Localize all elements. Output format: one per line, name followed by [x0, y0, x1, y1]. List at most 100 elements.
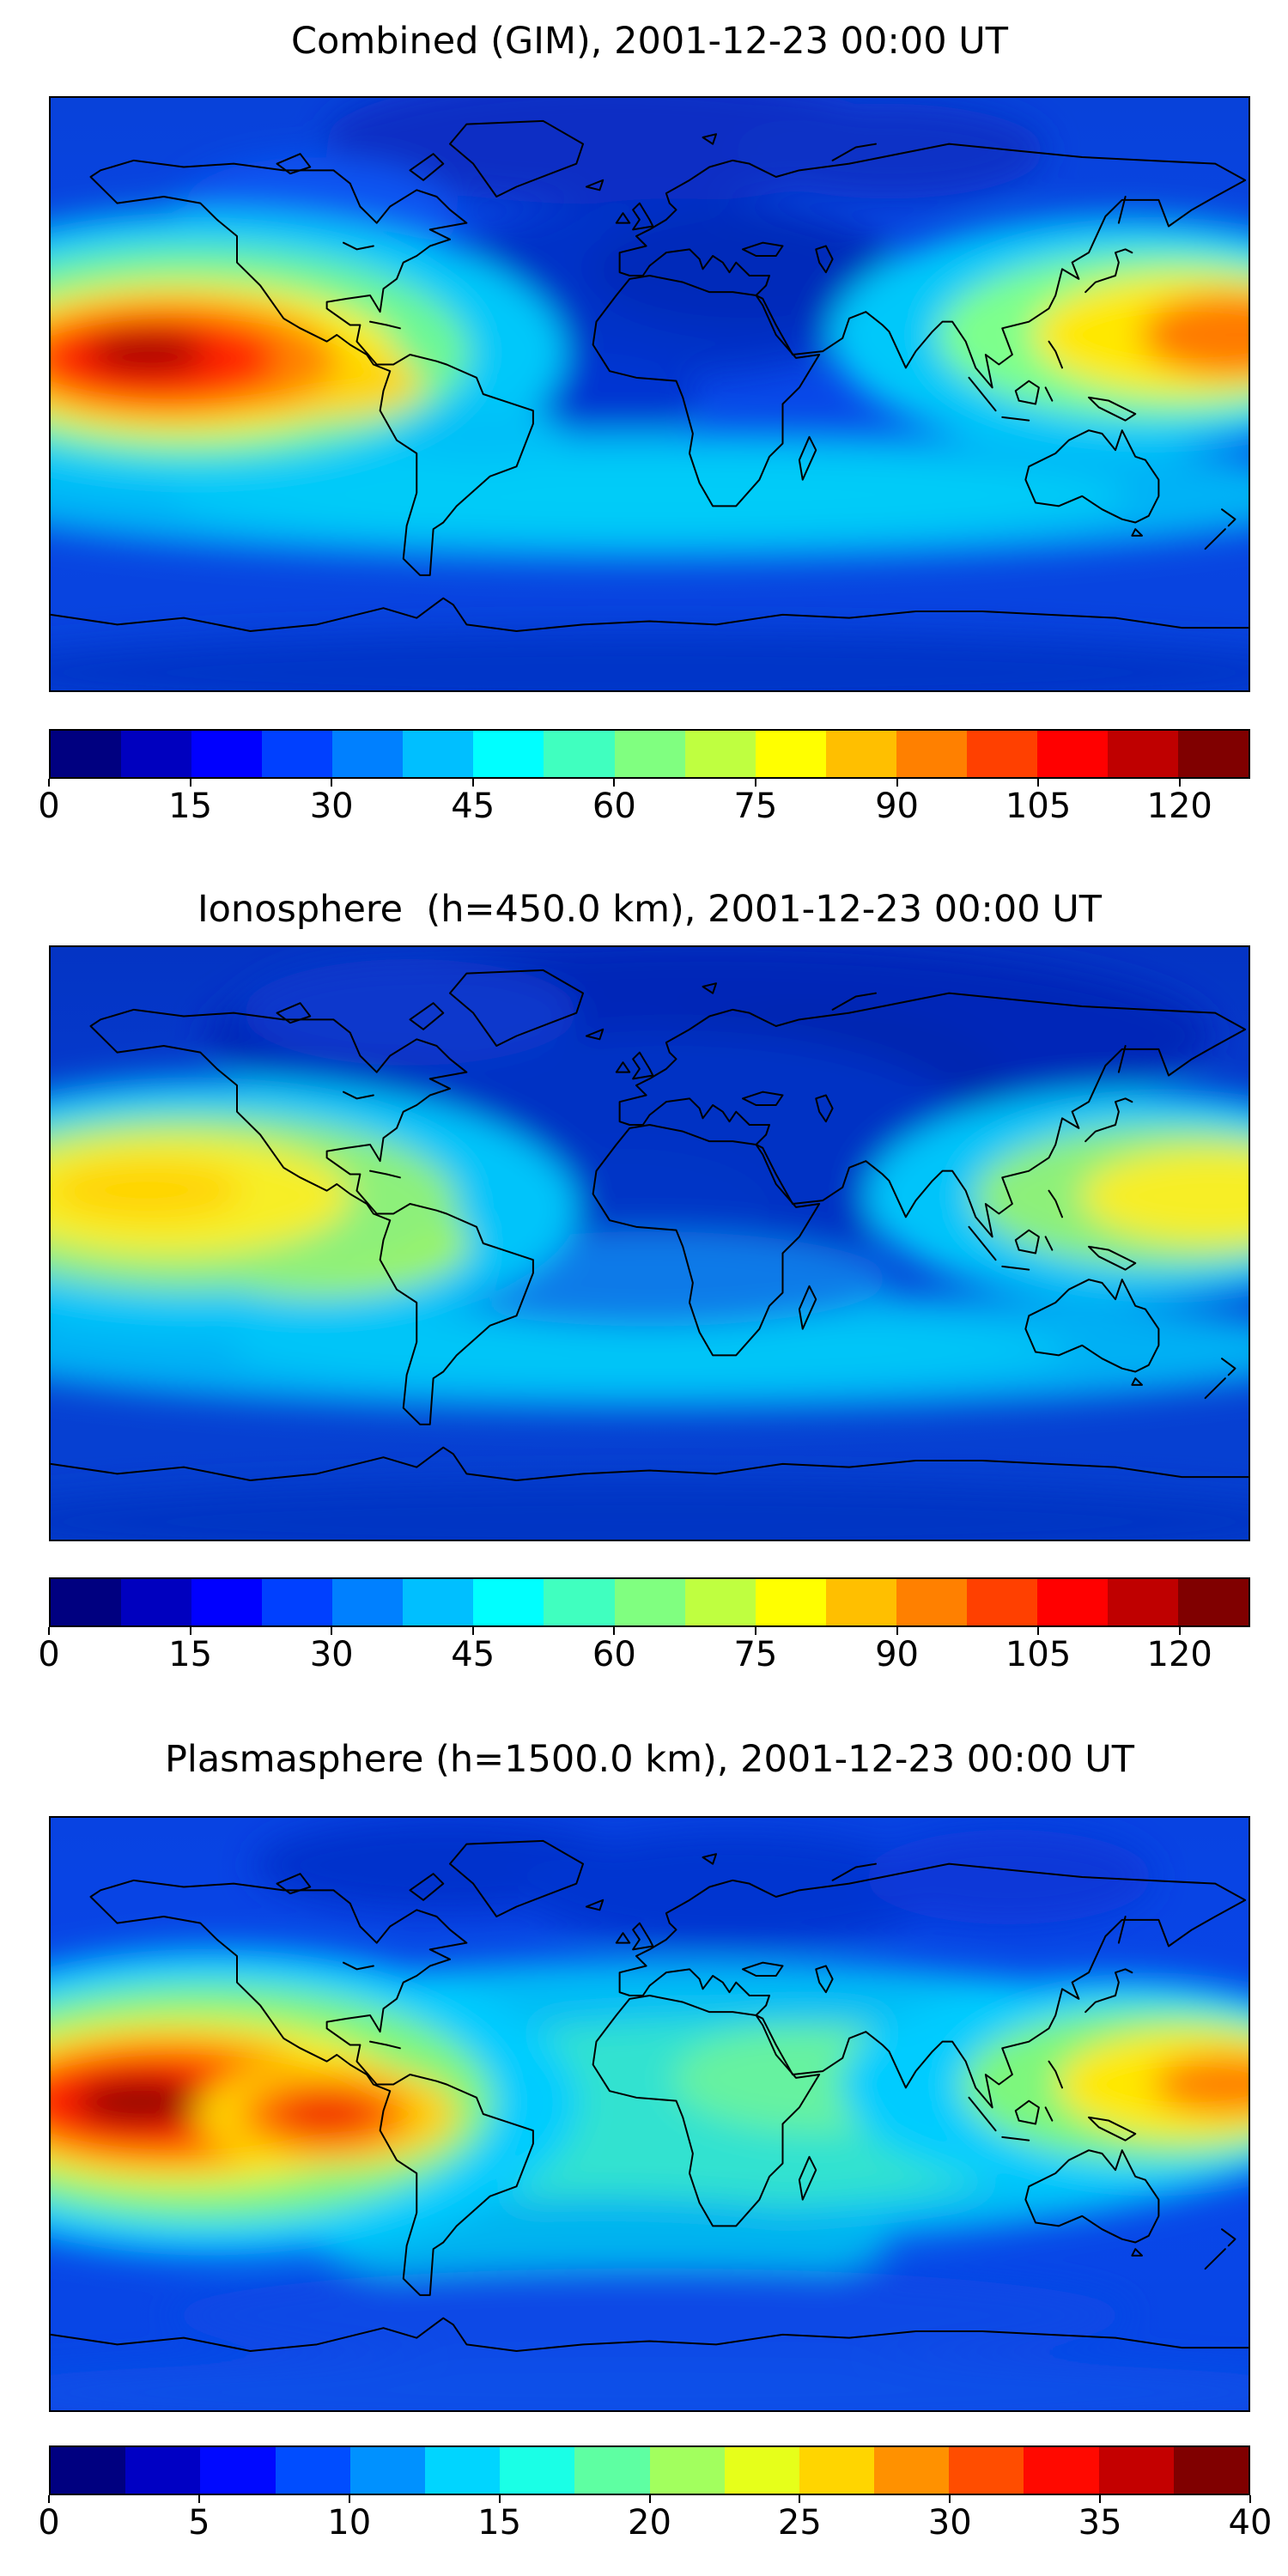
coastline-path: [1002, 417, 1029, 421]
coastline-path: [1025, 1279, 1158, 1371]
coastline-path: [703, 983, 717, 993]
coastline-path: [816, 246, 832, 273]
colorbar-segment: [755, 1579, 826, 1625]
coastline-path: [1132, 2249, 1142, 2256]
colorbar-tick-mark: [896, 779, 898, 787]
colorbar-segment: [874, 2447, 950, 2494]
colorbar-segment: [1107, 1579, 1178, 1625]
coastline-path: [343, 243, 374, 250]
colorbar-tick-label: 15: [168, 787, 213, 826]
colorbar-segment: [544, 731, 615, 777]
colorbar-segment: [191, 1579, 263, 1625]
colorbar-ticks: 0 15 30 45 60 75 90 105 120: [38, 779, 1250, 827]
colorbar-segment: [724, 2447, 799, 2494]
tec-field: [51, 947, 1249, 1540]
colorbar-segment: [949, 2447, 1024, 2494]
coastline-path: [743, 1963, 783, 1976]
colorbar-segment: [614, 1579, 685, 1625]
colorbar-tick-mark: [754, 1627, 756, 1635]
colorbar-tick-label: 5: [188, 2503, 210, 2543]
panel-title: Plasmasphere (h=1500.0 km), 2001-12-23 0…: [164, 1738, 1135, 1781]
colorbar-tick-mark: [471, 1627, 474, 1635]
colorbar-segment: [275, 2447, 350, 2494]
colorbar-segment: [614, 731, 685, 777]
colorbar-tick-mark: [799, 2495, 801, 2503]
coastline-path: [633, 1053, 653, 1079]
tec-blobs: [51, 947, 1249, 1540]
colorbar-segment: [1036, 1579, 1108, 1625]
colorbar-segment: [1178, 731, 1249, 777]
coastline-path: [633, 204, 653, 230]
colorbar-segment: [896, 1579, 967, 1625]
coastline-path: [969, 1227, 996, 1260]
coastline-path: [1222, 509, 1236, 526]
coastline-path: [620, 144, 1246, 388]
coastline-path: [743, 243, 783, 256]
colorbar-segment: [349, 2447, 425, 2494]
colorbar-segment: [473, 1579, 544, 1625]
coastline-path: [277, 1003, 311, 1023]
colorbar-segment: [966, 731, 1037, 777]
coastline-path: [370, 322, 400, 329]
panel-title: Combined (GIM), 2001-12-23 00:00 UT: [290, 20, 1008, 63]
colorbar-tick-label: 20: [628, 2503, 671, 2543]
coastline-path: [1132, 1378, 1142, 1385]
colorbar-tick-label: 30: [927, 2503, 972, 2543]
colorbar-segment: [574, 2447, 650, 2494]
coastline-path: [410, 154, 444, 180]
tec-blobs: [51, 98, 1249, 690]
colorbar-tick-mark: [1178, 1627, 1181, 1635]
coastline-path: [1119, 1917, 1126, 1943]
colorbar-tick-label: 60: [592, 787, 636, 826]
coastline-path: [1025, 430, 1158, 522]
coastline-path: [51, 2318, 1249, 2351]
coastline-path: [1119, 197, 1126, 223]
panel-title: Ionosphere (h=450.0 km), 2001-12-23 00:0…: [197, 888, 1103, 931]
coastline-path: [450, 1841, 583, 1917]
coastline-path: [1085, 1969, 1132, 2012]
colorbar-segment: [51, 2447, 126, 2494]
coastline-path: [586, 1900, 603, 1911]
coastline-path: [450, 121, 583, 197]
colorbar: [49, 2445, 1250, 2495]
coastline-path: [1016, 1230, 1039, 1254]
colorbar-tick-label: 0: [38, 2503, 60, 2543]
colorbar-tick-mark: [197, 2495, 200, 2503]
coastline-path: [51, 1448, 1249, 1480]
coastline-path: [617, 1933, 630, 1943]
coastline-path: [703, 134, 717, 144]
coastline-path: [833, 144, 876, 161]
colorbar-tick-label: 15: [168, 1635, 213, 1674]
coastline-path: [1049, 1191, 1063, 1218]
coastline-path: [617, 1062, 630, 1072]
coastline-path: [1089, 1247, 1135, 1270]
coastline-path: [1046, 2107, 1053, 2120]
coastline-path: [1089, 398, 1135, 421]
world-map: [49, 1816, 1250, 2412]
colorbar-tick-label: 75: [733, 787, 778, 826]
colorbar-tick-mark: [613, 779, 616, 787]
panel-plasmasphere: Plasmasphere (h=1500.0 km), 2001-12-23 0…: [0, 1737, 1288, 2543]
coastline-path: [969, 2098, 996, 2130]
colorbar-tick-label: 25: [777, 2503, 822, 2543]
coastlines-overlay: [51, 947, 1249, 1540]
colorbar-tick-label: 45: [451, 1635, 495, 1674]
colorbar-segment: [424, 2447, 501, 2494]
colorbar-segment: [262, 1579, 333, 1625]
coastline-path: [1049, 2062, 1063, 2088]
coastline-path: [633, 1923, 653, 1950]
coastline-path: [277, 1874, 311, 1893]
coastline-path: [617, 213, 630, 223]
coastline-path: [410, 1003, 444, 1030]
panel-ionosphere: Ionosphere (h=450.0 km), 2001-12-23 00:0…: [0, 887, 1288, 1675]
colorbar-tick-label: 90: [875, 787, 919, 826]
coastline-path: [1132, 529, 1142, 536]
colorbar-tick-label: 15: [477, 2503, 522, 2543]
coastline-path: [703, 1854, 717, 1864]
colorbar-tick-mark: [896, 1627, 898, 1635]
coastline-path: [799, 1286, 816, 1329]
coastline-path: [1016, 381, 1039, 404]
coastlines-overlay: [51, 1818, 1249, 2410]
colorbar-segment: [825, 1579, 896, 1625]
